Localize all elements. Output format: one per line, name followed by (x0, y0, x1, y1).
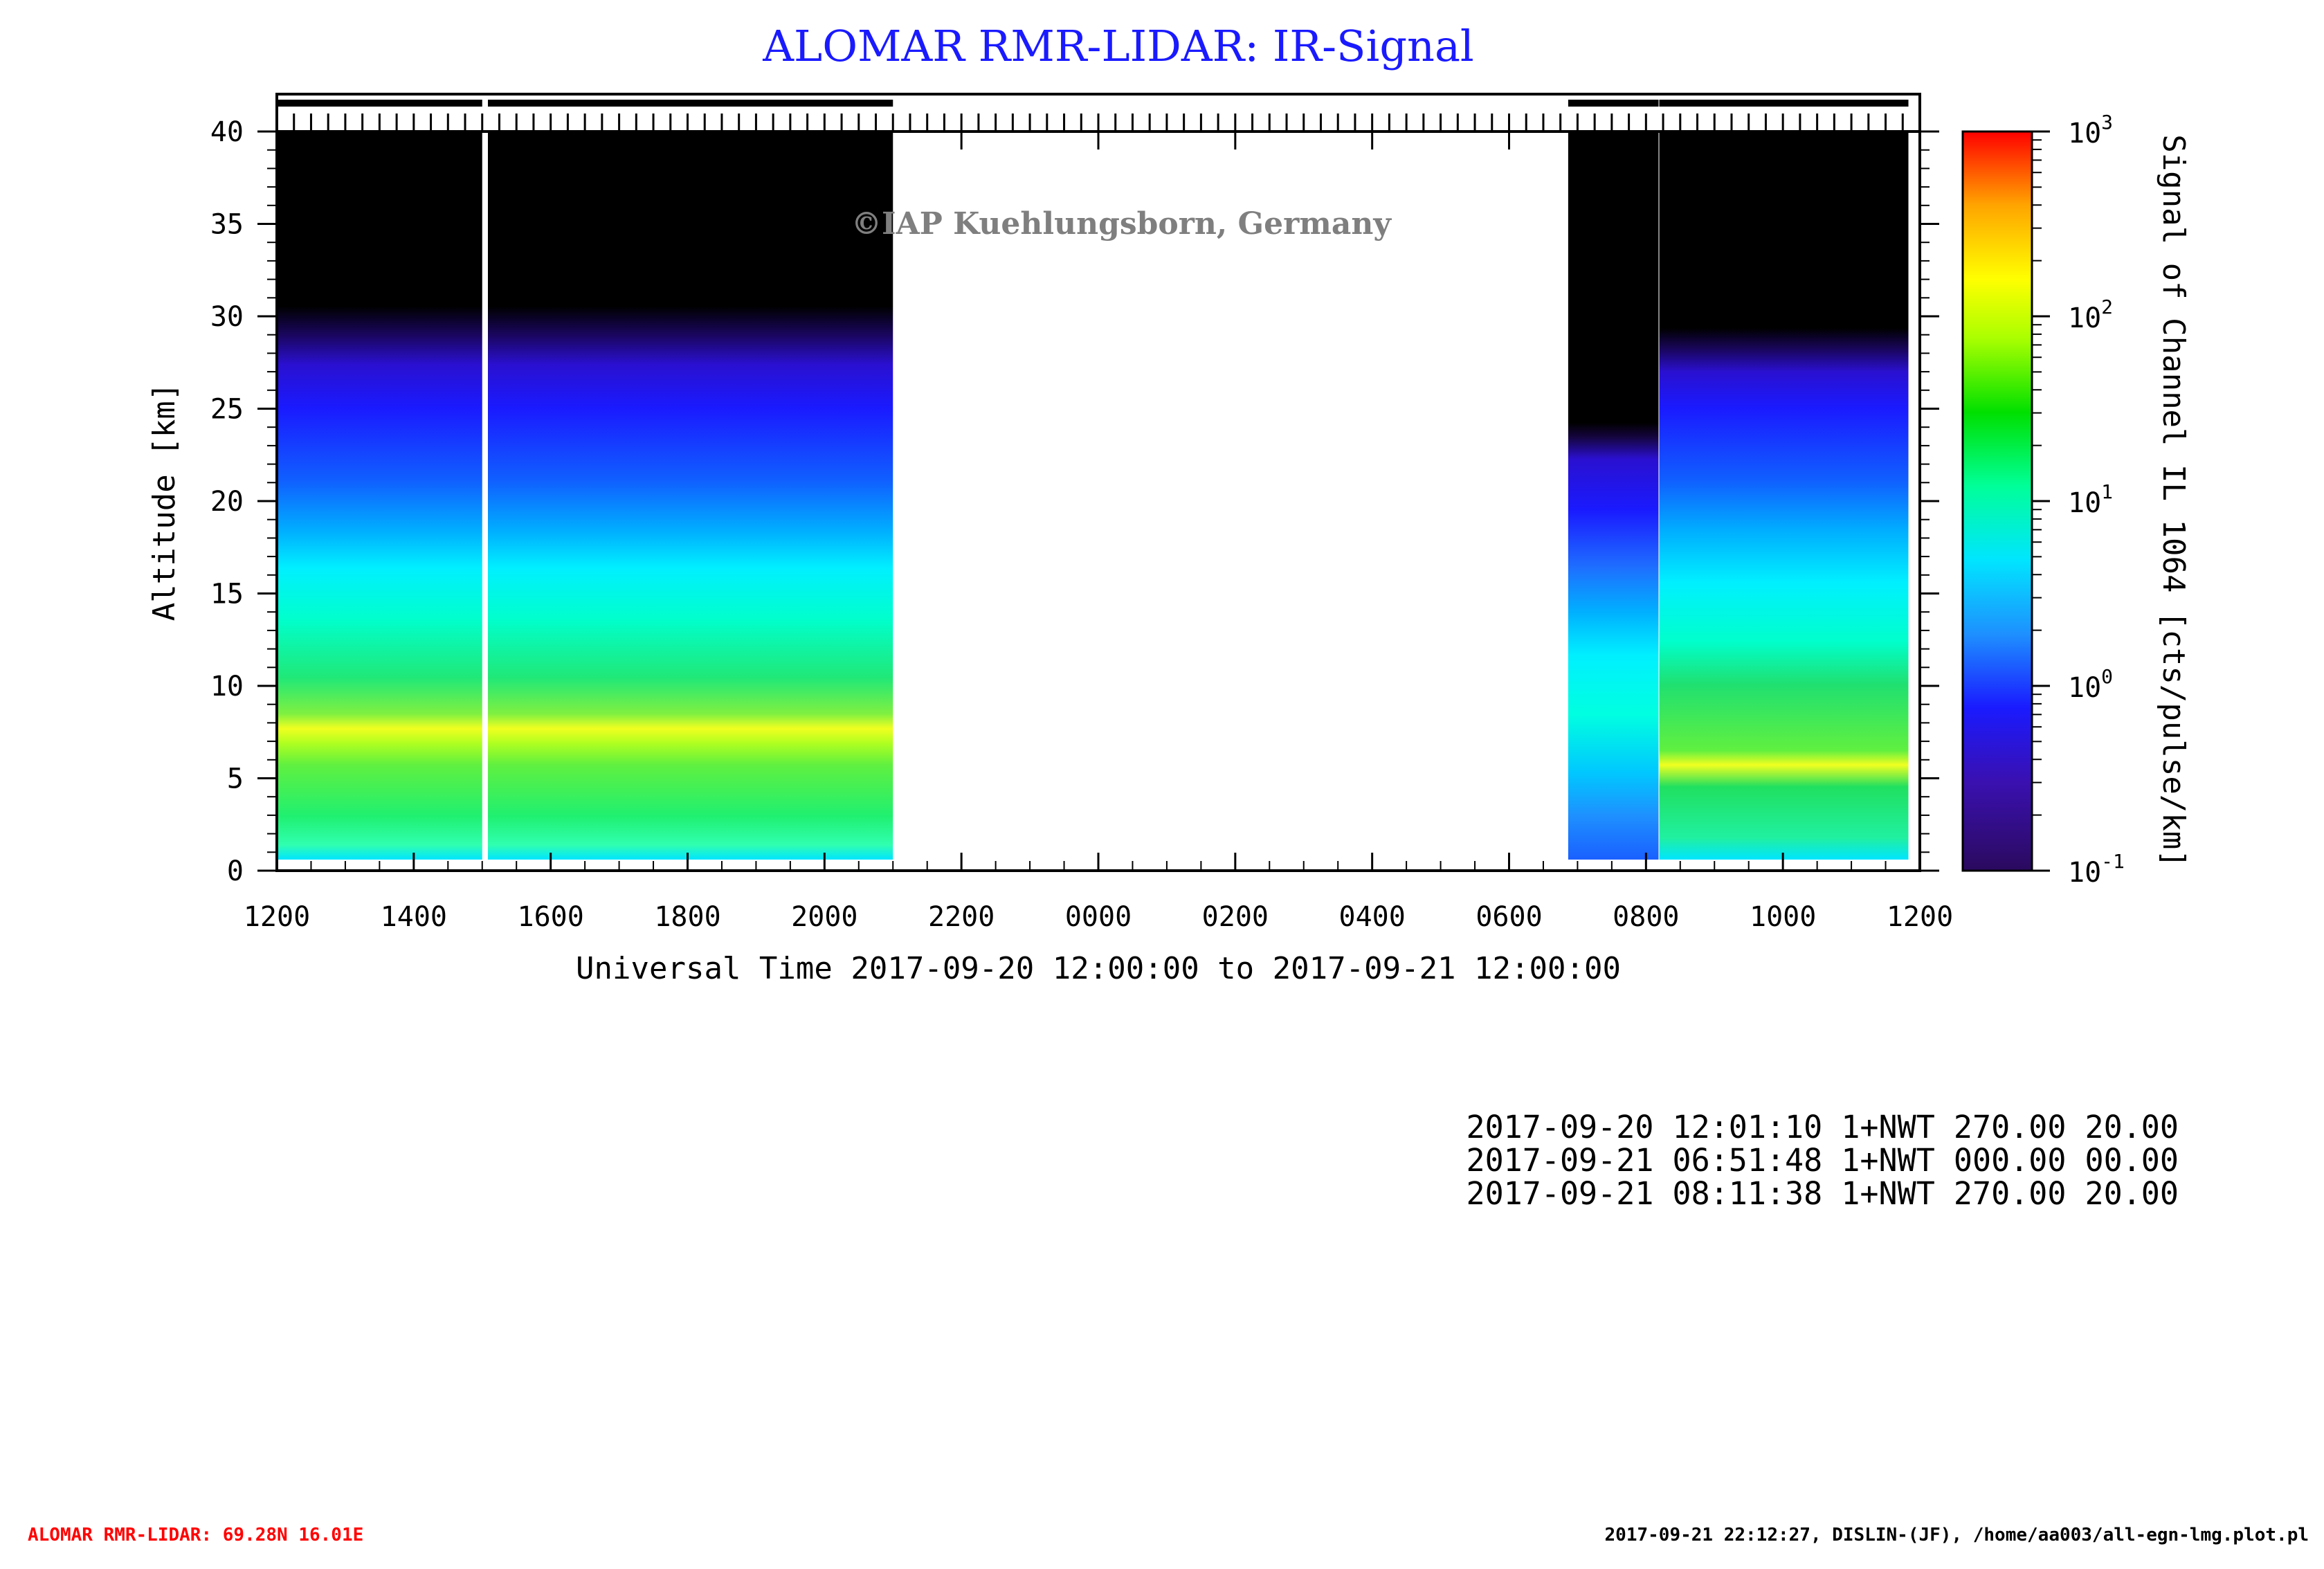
colorbar-tick-label: 10-1 (2068, 850, 2125, 889)
axes: 1200 1400 1600 1800 2000 2200 0000 0200 0400 0600… (210, 116, 1953, 933)
log-line-1: 2017-09-20 12:01:10 1+NWT 270.00 20.00 (1466, 1109, 2179, 1145)
y-tick-label: 25 (210, 394, 244, 426)
log-line-3: 2017-09-21 08:11:38 1+NWT 270.00 20.00 (1466, 1175, 2179, 1212)
colorbar (1961, 130, 2033, 872)
x-tick-label: 1000 (1750, 901, 1816, 933)
heatmap-segment-3 (1568, 131, 1659, 860)
measurement-strip-ticks (275, 100, 1921, 131)
y-tick-label: 15 (210, 579, 244, 610)
y-tick-label: 10 (210, 671, 244, 702)
x-tick-label: 2000 (791, 901, 857, 933)
colorbar-label: Signal of Channel IL 1064 [cts/pulse/km] (2156, 134, 2191, 868)
y-tick-label: 0 (227, 855, 244, 887)
copyright-watermark: ©IAP Kuehlungsborn, Germany (851, 206, 1392, 242)
heatmap-segment-1 (278, 131, 482, 860)
footer-plot-info: 2017-09-21 22:12:27, DISLIN-(JF), /home/… (1605, 1525, 2309, 1545)
colorbar-tick-label: 101 (2068, 480, 2113, 519)
heatmap-data-layer (278, 131, 1909, 860)
x-tick-label: 0400 (1339, 901, 1406, 933)
x-axis-label: Universal Time 2017-09-20 12:00:00 to 20… (576, 951, 1621, 986)
y-tick-label: 40 (210, 116, 244, 148)
y-tick-label: 30 (210, 301, 244, 333)
x-tick-label: 0600 (1476, 901, 1542, 933)
strip-bar-3 (1568, 100, 1659, 107)
x-tick-label: 1200 (244, 901, 310, 933)
colorbar-ticks: 10-1 100 101 102 103 (2032, 111, 2125, 889)
x-tick-label: 1800 (654, 901, 720, 933)
chart-title: ALOMAR RMR-LIDAR: IR-Signal (762, 21, 1473, 71)
x-tick-label: 1600 (518, 901, 584, 933)
x-tick-label: 1400 (381, 901, 447, 933)
heatmap-segment-4 (1659, 131, 1909, 860)
y-tick-label: 35 (210, 209, 244, 241)
strip-bar-4 (1659, 100, 1909, 107)
x-tick-label: 2200 (928, 901, 995, 933)
x-tick-label: 0000 (1065, 901, 1132, 933)
footer-station: ALOMAR RMR-LIDAR: 69.28N 16.01E (28, 1525, 363, 1545)
colorbar-tick-label: 100 (2068, 665, 2113, 704)
x-tick-label: 0200 (1202, 901, 1269, 933)
x-tick-label: 0800 (1613, 901, 1679, 933)
strip-bar-2 (487, 100, 893, 107)
y-tick-label: 20 (210, 486, 244, 518)
log-line-2: 2017-09-21 06:51:48 1+NWT 000.00 00.00 (1466, 1142, 2179, 1179)
y-axis-label: Altitude [km] (147, 383, 182, 621)
x-tick-label: 1200 (1887, 901, 1953, 933)
y-tick-label: 5 (227, 763, 244, 795)
heatmap-segment-2 (487, 131, 893, 860)
strip-bar-1 (278, 100, 482, 107)
colorbar-tick-label: 102 (2068, 296, 2113, 334)
colorbar-tick-label: 103 (2068, 111, 2113, 149)
